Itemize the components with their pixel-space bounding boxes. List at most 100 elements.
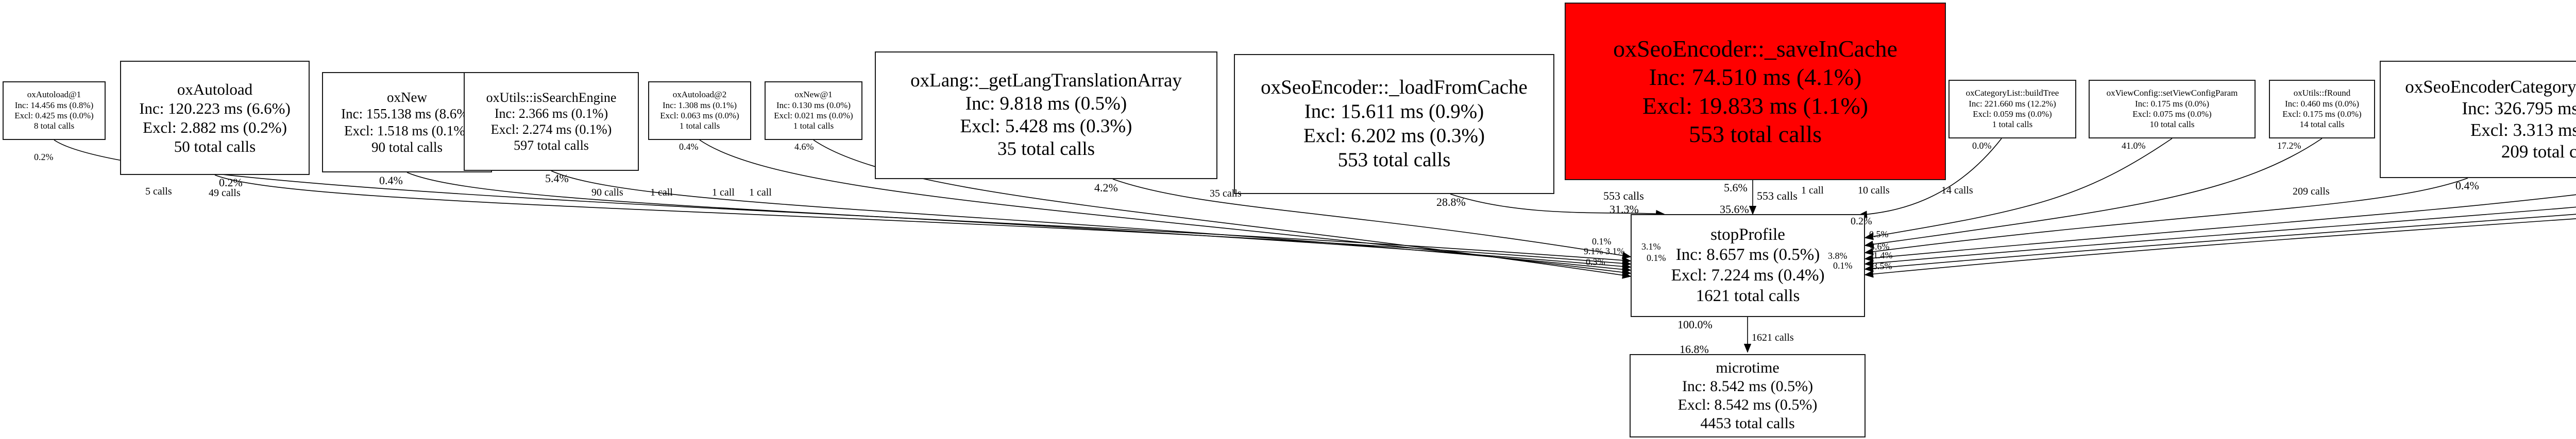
timing-stat: Excl: 2.274 ms (0.1%) bbox=[490, 122, 612, 137]
timing-stat: Excl: 0.063 ms (0.0%) bbox=[660, 111, 739, 120]
edge-call-count: 1 call bbox=[650, 187, 673, 198]
edge-target-percent: 9.1% bbox=[1584, 246, 1603, 256]
edge-target-percent: 35.6% bbox=[1720, 203, 1749, 216]
edge-call-count: 10 calls bbox=[1858, 185, 1890, 196]
node-oxAutoload_1: oxAutoload@1 Inc: 14.456 ms (0.8%) Excl: 0… bbox=[3, 81, 106, 140]
timing-stat: Inc: 0.175 ms (0.0%) bbox=[2134, 98, 2209, 109]
function-name: oxUtils::fRound bbox=[2293, 88, 2351, 98]
total-calls: 553 total calls bbox=[1688, 120, 1822, 147]
edge-source-percent: 17.2% bbox=[2277, 141, 2301, 151]
timing-stat: Inc: 326.795 ms (18.0%) bbox=[2462, 98, 2576, 118]
edge-process-to-stopProfile bbox=[1864, 218, 2576, 278]
edge-source-percent: 5.6% bbox=[1724, 181, 1748, 194]
edge-target-percent: 3.1% bbox=[1641, 241, 1661, 252]
edge-loadFromCache-to-stopProfile bbox=[1450, 194, 1665, 218]
function-name: oxLang::_getLangTranslationArray bbox=[910, 70, 1182, 92]
timing-stat: Excl: 8.542 ms (0.5%) bbox=[1677, 396, 1818, 413]
edge-source-percent: 0.4% bbox=[2455, 179, 2479, 192]
total-calls: 209 total calls bbox=[2501, 142, 2576, 162]
timing-stat: Excl: 3.313 ms (0.2%) bbox=[2470, 120, 2576, 140]
edge-getCategoryUri-to-stopProfile bbox=[1864, 178, 2468, 256]
node-oxNew_1: oxNew@1 Inc: 0.130 ms (0.0%) Excl: 0.021 m… bbox=[765, 81, 862, 140]
edge-setViewConfigParam-to-stopProfile bbox=[1864, 138, 2173, 240]
edge-source-percent: 0.2% bbox=[34, 152, 54, 162]
total-calls: 553 total calls bbox=[1337, 148, 1451, 171]
timing-stat: Inc: 14.456 ms (0.8%) bbox=[14, 100, 94, 110]
timing-stat: Excl: 0.075 ms (0.0%) bbox=[2132, 109, 2212, 119]
node-saveInCache: oxSeoEncoder::_saveInCache Inc: 74.510 ms… bbox=[1565, 3, 1946, 180]
edge-source-percent: 28.8% bbox=[1436, 196, 1466, 208]
function-name: oxViewConfig::setViewConfigParam bbox=[2106, 88, 2238, 98]
timing-stat: Inc: 8.542 ms (0.5%) bbox=[1682, 378, 1814, 395]
edge-target-percent: 1.4% bbox=[1873, 250, 1893, 260]
edge-fRound-to-stopProfile bbox=[1864, 138, 2323, 248]
edge-call-count: 209 calls bbox=[2293, 186, 2330, 197]
timing-stat: Excl: 7.224 ms (0.4%) bbox=[1671, 266, 1825, 285]
edge-target-percent: 0.1% bbox=[1833, 260, 1853, 271]
edge-call-count: 1 call bbox=[1801, 185, 1824, 196]
edge-isSearchEngine-to-stopProfile bbox=[551, 170, 1632, 273]
node-oxAutoload_2: oxAutoload@2 Inc: 1.308 ms (0.1%) Excl: 0.… bbox=[648, 81, 751, 140]
edge-target-percent: 4.6% bbox=[1870, 241, 1890, 252]
total-calls: 35 total calls bbox=[997, 138, 1095, 160]
timing-stat: Excl: 0.425 ms (0.0%) bbox=[14, 111, 94, 120]
edge-source-percent: 0.2% bbox=[219, 176, 243, 189]
edge-source-percent: 5.4% bbox=[545, 172, 569, 185]
node-fRound: oxUtils::fRound Inc: 0.460 ms (0.0%) Excl:… bbox=[2269, 80, 2375, 138]
edge-call-count: 1 call bbox=[749, 187, 772, 198]
function-name: oxSeoEncoder::_loadFromCache bbox=[1261, 76, 1528, 99]
total-calls: 8 total calls bbox=[33, 121, 75, 131]
function-name: oxNew@1 bbox=[794, 90, 833, 100]
timing-stat: Inc: 120.223 ms (6.6%) bbox=[139, 99, 291, 117]
function-name: microtime bbox=[1716, 359, 1780, 376]
edge-source-percent: 0.4% bbox=[379, 174, 403, 187]
total-calls: 1 total calls bbox=[1992, 119, 2033, 130]
edge-getViewConfigParam-to-stopProfile bbox=[1864, 194, 2576, 262]
total-calls: 90 total calls bbox=[371, 139, 443, 155]
function-name: oxAutoload@2 bbox=[672, 90, 727, 100]
edge-target-percent: 3.8% bbox=[1828, 251, 1848, 261]
edge-call-count: 553 calls bbox=[1603, 189, 1644, 202]
node-buildTree: oxCategoryList::buildTree Inc: 221.660 ms… bbox=[1948, 80, 2076, 138]
edge-source-percent: 0.4% bbox=[679, 142, 699, 152]
function-name: oxSeoEncoder::_saveInCache bbox=[1613, 36, 1897, 62]
node-loadFromCache: oxSeoEncoder::_loadFromCache Inc: 15.611 … bbox=[1234, 54, 1554, 194]
total-calls: 1 total calls bbox=[793, 121, 834, 131]
edge-target-percent: 0.2% bbox=[1851, 216, 1872, 227]
timing-stat: Excl: 5.428 ms (0.3%) bbox=[960, 116, 1132, 137]
total-calls: 14 total calls bbox=[2299, 119, 2345, 130]
total-calls: 1 total calls bbox=[679, 121, 720, 131]
timing-stat: Excl: 1.518 ms (0.1%) bbox=[344, 122, 470, 138]
edge-target-percent: 31.3% bbox=[1609, 203, 1639, 216]
node-getCategoryUri: oxSeoEncoderCategory::getCategoryUriInc:… bbox=[2380, 61, 2576, 178]
node-stopProfile: stopProfile Inc: 8.657 ms (0.5%) Excl: 7.2… bbox=[1631, 214, 1865, 317]
function-name: stopProfile bbox=[1710, 225, 1785, 244]
edge-source-percent: 41.0% bbox=[2122, 141, 2146, 151]
edge-call-count: 1621 calls bbox=[1752, 332, 1794, 343]
timing-stat: Inc: 9.818 ms (0.5%) bbox=[965, 93, 1127, 114]
timing-stat: Inc: 0.460 ms (0.0%) bbox=[2284, 98, 2359, 109]
edge-target-percent: 13.5% bbox=[1868, 261, 1892, 271]
edge-target-percent: 0.3% bbox=[1586, 257, 1605, 267]
edge-oxNew-to-stopProfile bbox=[406, 172, 1632, 270]
timing-stat: Inc: 2.366 ms (0.1%) bbox=[494, 106, 608, 121]
node-oxAutoload: oxAutoload Inc: 120.223 ms (6.6%) Excl: 2.… bbox=[120, 61, 310, 175]
timing-stat: Inc: 1.308 ms (0.1%) bbox=[662, 100, 737, 110]
edge-getLangTranslationArray-to-stopProfile bbox=[1112, 179, 1632, 259]
timing-stat: Inc: 155.138 ms (8.6%) bbox=[341, 106, 473, 122]
edge-source-percent: 4.2% bbox=[1094, 181, 1118, 194]
timing-stat: Inc: 74.510 ms (4.1%) bbox=[1649, 64, 1862, 91]
edge-call-count: 14 calls bbox=[1941, 185, 1973, 196]
edge-target-percent: 16.8% bbox=[1680, 343, 1709, 356]
node-microtime: microtime Inc: 8.542 ms (0.5%) Excl: 8.542… bbox=[1630, 354, 1866, 437]
edge-oxAutoload_2-to-stopProfile bbox=[699, 139, 1632, 276]
edge-target-percent: 0.1% bbox=[1647, 253, 1666, 263]
edge-source-percent: 4.6% bbox=[794, 142, 814, 152]
total-calls: 1621 total calls bbox=[1696, 286, 1800, 305]
total-calls: 4453 total calls bbox=[1700, 415, 1795, 432]
function-name: oxAutoload@1 bbox=[27, 90, 81, 100]
edge-commitFileCache-to-stopProfile bbox=[1864, 214, 2576, 272]
edge-oxNew_1-to-stopProfile bbox=[813, 139, 1632, 279]
